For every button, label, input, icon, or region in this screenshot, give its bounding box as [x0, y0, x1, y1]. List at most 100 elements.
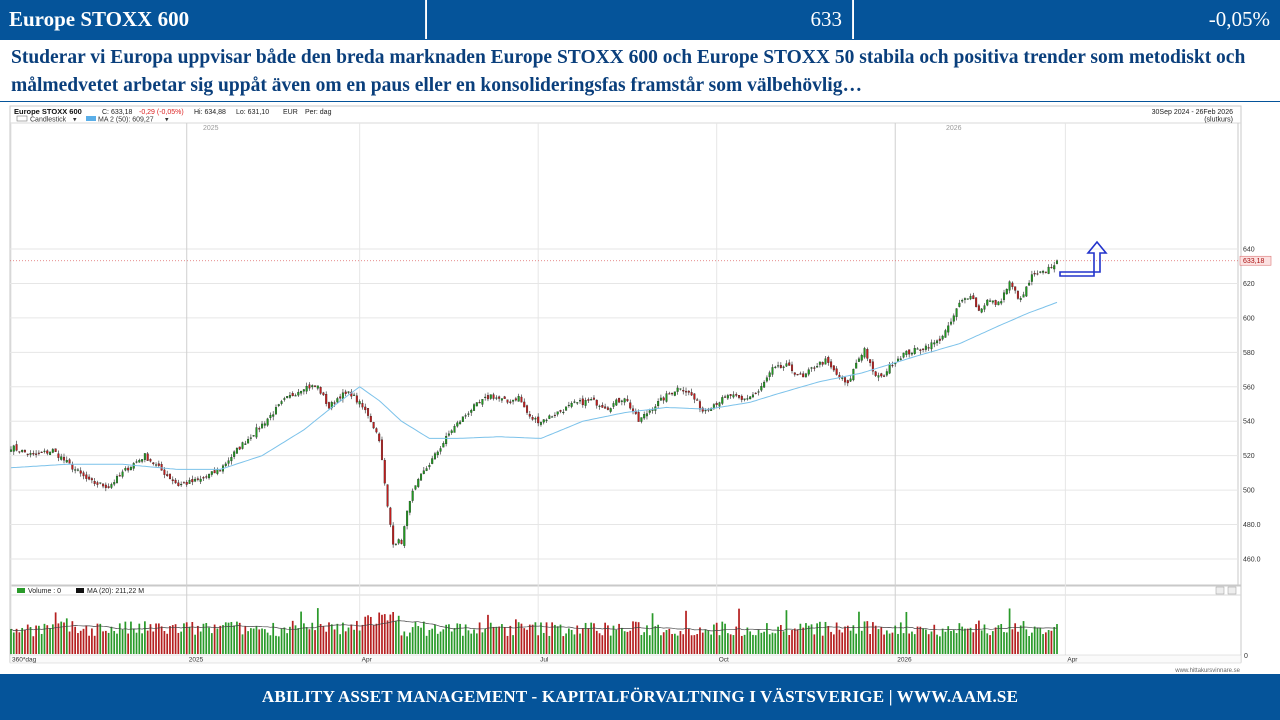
candle-body — [587, 399, 590, 401]
volume-bar — [91, 628, 93, 654]
candle-body — [944, 330, 947, 338]
volume-bar — [199, 631, 202, 654]
volume-bar — [149, 624, 152, 654]
volume-bar — [671, 634, 673, 654]
candle-body — [380, 439, 383, 461]
volume-bar — [715, 622, 718, 654]
candle-body — [406, 510, 409, 526]
chevron-down-icon[interactable]: ▾ — [165, 117, 169, 124]
candle-body — [676, 387, 679, 392]
candlestick-legend[interactable]: Candlestick — [30, 117, 67, 124]
volume-bar — [406, 636, 408, 654]
volume-bar — [32, 636, 35, 654]
volume-bar — [467, 630, 470, 654]
candle-body — [157, 463, 160, 466]
volume-bar — [888, 633, 891, 654]
volume-bar — [29, 627, 32, 654]
volume-bar — [925, 629, 927, 654]
volume-bar — [913, 634, 916, 654]
candle-body — [813, 367, 816, 369]
candle-body — [244, 443, 247, 445]
candle-body — [361, 403, 364, 408]
volume-bar — [559, 624, 562, 654]
volume-bar — [291, 620, 294, 654]
volume-bar — [1028, 636, 1030, 654]
candle-body — [241, 442, 244, 449]
candle-body — [155, 464, 158, 466]
candle-body — [417, 479, 420, 487]
volume-bar — [174, 624, 177, 654]
candle-body — [378, 433, 381, 442]
candle-body — [23, 450, 26, 453]
candle-body — [219, 470, 222, 472]
candle-body — [224, 463, 227, 466]
candle-body — [590, 399, 593, 401]
candle-body — [1044, 271, 1047, 273]
volume-bar — [562, 636, 565, 654]
candle-body — [400, 540, 403, 544]
volume-bar — [127, 633, 130, 654]
candle-body — [180, 483, 183, 486]
volume-bar — [386, 620, 389, 654]
candle-body — [623, 398, 626, 403]
volume-bar — [21, 627, 24, 654]
candle-body — [107, 486, 110, 488]
volume-bar — [768, 634, 771, 654]
candle-body — [325, 394, 328, 404]
volume-bar — [308, 629, 311, 654]
candle-body — [188, 479, 191, 484]
candle-body — [60, 456, 63, 460]
volume-bar — [587, 628, 590, 654]
candle-body — [955, 308, 958, 317]
volume-bar — [579, 633, 581, 654]
month-label: Jul — [540, 657, 549, 664]
volume-bar — [523, 628, 526, 654]
volume-bar — [936, 634, 938, 654]
volume-bar — [289, 626, 291, 654]
volume-zero-label: 0 — [1244, 653, 1248, 660]
volume-bar — [38, 625, 40, 654]
candle-body — [146, 453, 149, 461]
volume-bar — [827, 625, 830, 654]
candle-body — [88, 476, 91, 480]
candle-body — [233, 451, 236, 457]
candle-body — [531, 417, 534, 420]
y-tick-label: 540 — [1243, 419, 1255, 426]
volume-bar — [79, 630, 82, 654]
volume-bar — [874, 625, 877, 654]
volume-bar — [673, 633, 676, 654]
volume-bar — [696, 634, 699, 654]
candle-body — [542, 419, 545, 423]
volume-bar — [277, 636, 280, 654]
volume-bar — [141, 633, 143, 654]
volume-bar — [347, 627, 350, 654]
zoom-icon[interactable] — [1215, 586, 1225, 595]
candle-body — [411, 490, 414, 501]
volume-ma-legend-swatch — [76, 588, 84, 593]
chevron-down-icon[interactable]: ▾ — [73, 117, 77, 124]
volume-bar — [261, 628, 263, 654]
candle-body — [447, 433, 450, 436]
candle-body — [21, 449, 24, 452]
volume-bar — [51, 624, 54, 654]
volume-bar — [604, 622, 606, 654]
volume-bar — [947, 626, 950, 654]
ma50-legend[interactable]: MA 2 (50): 609,27 — [98, 117, 154, 124]
volume-bar — [872, 622, 874, 654]
volume-bar — [885, 630, 888, 654]
close-icon[interactable] — [1227, 586, 1237, 595]
volume-bar — [1011, 629, 1014, 654]
candle-body — [802, 373, 805, 378]
candle-body — [261, 423, 264, 429]
candle-body — [994, 300, 997, 305]
volume-bar — [93, 635, 96, 654]
volume-bar — [551, 622, 553, 654]
volume-bar — [629, 630, 632, 654]
volume-bar — [191, 622, 194, 654]
candle-body — [353, 394, 356, 396]
volume-bar — [453, 628, 456, 654]
candle-body — [389, 507, 392, 525]
candle-body — [127, 467, 130, 471]
volume-bar — [679, 631, 682, 654]
volume-bar — [648, 635, 651, 654]
